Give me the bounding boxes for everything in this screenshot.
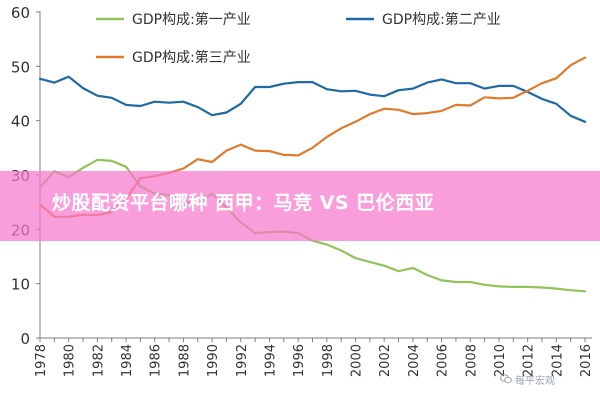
ad-banner[interactable] — [0, 171, 600, 241]
x-tick-label: 1994 — [263, 344, 278, 377]
legend: GDP构成:第一产业 GDP构成:第二产业 GDP构成:第三产业 — [96, 11, 501, 66]
x-tick-label: 1980 — [63, 344, 78, 377]
x-tick-label: 2012 — [522, 344, 537, 377]
x-tick-label: 2010 — [493, 344, 508, 377]
x-tick-label: 1978 — [34, 344, 49, 377]
watermark-text: 每平宏观 — [515, 376, 555, 387]
x-tick-label: 1992 — [235, 344, 250, 377]
wechat-icon — [500, 374, 512, 387]
x-tick-label: 2006 — [436, 344, 451, 377]
series-line-2 — [38, 75, 587, 123]
y-tick-label: 40 — [11, 113, 30, 131]
watermark: 每平宏观 — [500, 372, 555, 387]
x-tick-label: 2016 — [579, 344, 594, 377]
y-tick-label: 10 — [11, 276, 30, 294]
x-tick-label: 2004 — [407, 344, 422, 377]
x-tick-label: 1986 — [149, 344, 164, 377]
x-tick-label: 2014 — [550, 344, 565, 377]
ad-banner-text[interactable]: 炒股配资平台哪种 西甲：马竞 VS 巴伦西亚 — [52, 192, 435, 214]
y-tick-label: 60 — [11, 4, 30, 22]
x-tick-label: 1988 — [177, 344, 192, 377]
x-tick-label: 1998 — [321, 344, 336, 377]
legend-label: GDP构成:第二产业 — [382, 11, 501, 28]
legend-label: GDP构成:第三产业 — [132, 49, 251, 66]
x-tick-label: 2002 — [378, 344, 393, 377]
x-tick-label: 1982 — [91, 344, 106, 377]
gridlines — [36, 11, 586, 342]
x-tick-label: 2008 — [464, 344, 479, 377]
y-tick-label: 0 — [20, 330, 30, 348]
x-tick-label: 1990 — [206, 344, 221, 377]
x-tick-label: 2000 — [350, 344, 365, 377]
legend-label: GDP构成:第一产业 — [132, 11, 251, 28]
x-tick-labels: 1978 1980 1982 1984 1986 1988 1990 1992 1994 1996… — [34, 344, 594, 377]
x-tick-label: 1984 — [120, 344, 135, 377]
y-tick-label: 50 — [11, 58, 30, 76]
x-tick-label: 1996 — [292, 344, 307, 377]
